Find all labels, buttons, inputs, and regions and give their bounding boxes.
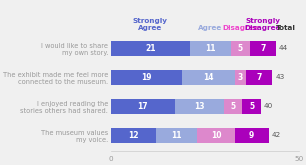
Text: 42: 42 [271, 132, 281, 138]
Bar [197, 128, 235, 143]
Bar [175, 99, 223, 114]
Text: 7: 7 [256, 73, 262, 82]
Text: Disagree: Disagree [222, 25, 259, 31]
Text: 19: 19 [141, 73, 152, 82]
Bar [235, 128, 269, 143]
Bar [182, 70, 235, 85]
Text: 21: 21 [145, 44, 155, 53]
Text: 14: 14 [203, 73, 214, 82]
Text: Strongly
Agree: Strongly Agree [133, 18, 168, 31]
Bar [111, 99, 175, 114]
Text: 13: 13 [194, 102, 204, 111]
Text: 40: 40 [264, 103, 273, 109]
Bar [190, 41, 231, 56]
Bar [242, 99, 261, 114]
Text: 11: 11 [171, 131, 182, 140]
Bar [235, 70, 246, 85]
Text: 9: 9 [249, 131, 254, 140]
Text: Agree: Agree [198, 25, 222, 31]
Text: Total: Total [275, 25, 295, 31]
Bar [111, 41, 190, 56]
Text: 5: 5 [249, 102, 254, 111]
Text: Strongly
Disagree: Strongly Disagree [245, 18, 281, 31]
Text: 3: 3 [238, 73, 243, 82]
Bar [111, 128, 156, 143]
Text: 17: 17 [137, 102, 148, 111]
Bar [246, 70, 272, 85]
Text: 5: 5 [238, 44, 243, 53]
Text: 7: 7 [260, 44, 266, 53]
Text: 43: 43 [275, 74, 285, 80]
Text: 12: 12 [128, 131, 139, 140]
Text: 11: 11 [205, 44, 216, 53]
Text: 10: 10 [211, 131, 221, 140]
Bar [231, 41, 250, 56]
Bar [156, 128, 197, 143]
Text: 44: 44 [279, 45, 288, 51]
Bar [250, 41, 276, 56]
Bar [223, 99, 242, 114]
Text: 5: 5 [230, 102, 236, 111]
Bar [111, 70, 182, 85]
